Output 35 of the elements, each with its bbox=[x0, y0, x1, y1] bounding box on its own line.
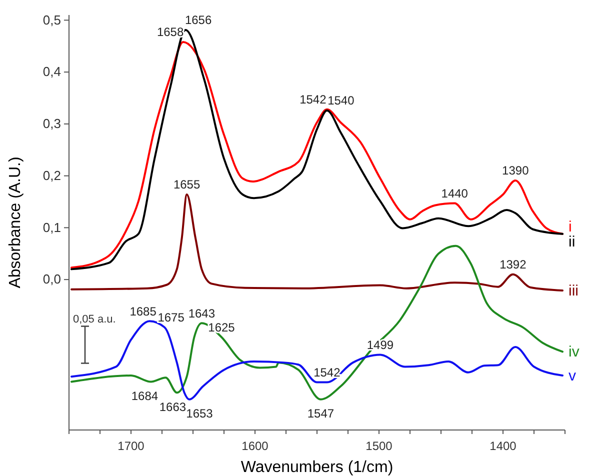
series-label: i bbox=[568, 218, 572, 236]
annotation: 1440 bbox=[441, 186, 468, 201]
annotation: 1390 bbox=[502, 164, 530, 178]
annotation: 1663 bbox=[159, 400, 186, 414]
annotation: 1542 bbox=[314, 365, 341, 380]
annotation: 0,05 a.u. bbox=[73, 313, 116, 326]
annotation: 1653 bbox=[186, 406, 214, 421]
line-series bbox=[70, 244, 564, 400]
series-label: iv bbox=[568, 344, 580, 361]
y-axis-title: Absorbance (A.U.) bbox=[7, 156, 24, 288]
series-label: iii bbox=[568, 282, 579, 300]
annotation: 1655 bbox=[173, 178, 200, 192]
annotation: 1658 bbox=[156, 25, 184, 40]
x-tick-label: 1400 bbox=[490, 439, 517, 454]
y-tick-label: 0,2 bbox=[42, 168, 61, 183]
annotation: 1675 bbox=[158, 310, 185, 324]
x-tick-label: 1700 bbox=[118, 439, 145, 454]
x-tick-label: 1500 bbox=[366, 439, 393, 454]
annotation: 1656 bbox=[184, 13, 212, 28]
y-tick-label: 0,1 bbox=[42, 220, 61, 235]
y-tick-label: 0,0 bbox=[42, 272, 61, 287]
y-tick-label: 0,4 bbox=[42, 64, 61, 80]
series-label: ii bbox=[568, 233, 576, 250]
y-tick-label: 0,5 bbox=[42, 12, 61, 28]
annotation: 1392 bbox=[500, 258, 527, 272]
series-label: v bbox=[568, 368, 577, 385]
annotation: 1542 bbox=[300, 92, 327, 107]
x-axis-title: Wavenumbers (1/cm) bbox=[240, 459, 394, 476]
annotation: 1547 bbox=[307, 406, 334, 421]
x-tick-label: 1600 bbox=[242, 439, 269, 454]
annotation: 1540 bbox=[328, 94, 355, 108]
annotation: 1684 bbox=[131, 388, 158, 403]
annotation: 1685 bbox=[130, 304, 157, 318]
y-tick-label: 0,3 bbox=[42, 116, 61, 132]
annotation: 1643 bbox=[188, 306, 216, 320]
